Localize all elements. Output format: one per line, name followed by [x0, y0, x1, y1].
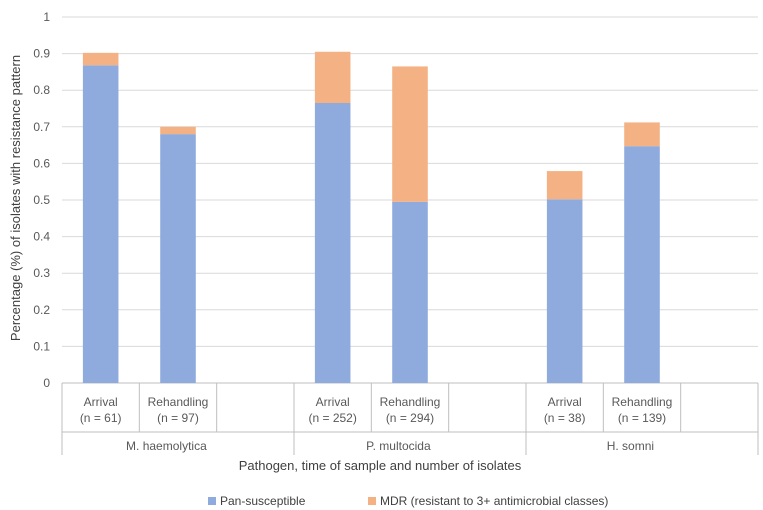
legend-label: MDR (resistant to 3+ antimicrobial class… [380, 494, 608, 508]
bar-pan-susceptible [546, 199, 583, 383]
bar-mdr [546, 171, 583, 200]
y-tick-label: 0.9 [33, 47, 50, 61]
y-tick-label: 0.8 [33, 83, 50, 97]
x-axis: Arrival (n = 61) Rehandling (n = 97) M. haem… [61, 383, 759, 455]
y-axis-title: Percentage (%) of isolates with resistan… [8, 55, 23, 341]
x-group-label: H. somni [607, 439, 654, 453]
bar-mdr [314, 51, 351, 104]
x-category-count: (n = 252) [308, 411, 356, 425]
legend-swatch [208, 497, 216, 505]
bar-pan-susceptible [82, 65, 119, 383]
x-category-label: Rehandling [380, 395, 441, 409]
bar-pan-susceptible [392, 201, 428, 383]
x-group-label: M. haemolytica [126, 439, 207, 453]
x-category-label: Rehandling [612, 395, 673, 409]
y-tick-label: 0.4 [33, 230, 50, 244]
x-category-count: (n = 97) [157, 411, 199, 425]
x-category-label: Rehandling [148, 395, 209, 409]
y-tick-label: 0.3 [33, 266, 50, 280]
y-tick-labels: 0 0.1 0.2 0.3 0.4 0.5 0.6 0.7 0.8 0.9 1 [33, 10, 50, 390]
x-group-label: P. multocida [366, 439, 431, 453]
x-category-count: (n = 139) [618, 411, 666, 425]
x-category-label: Arrival [316, 395, 350, 409]
bar-mdr [160, 126, 196, 135]
y-tick-label: 0 [43, 376, 50, 390]
bar-pan-susceptible [624, 146, 660, 383]
x-category-label: Arrival [548, 395, 582, 409]
y-tick-label: 0.5 [33, 193, 50, 207]
x-category-count: (n = 61) [80, 411, 122, 425]
y-tick-label: 0.1 [33, 339, 50, 353]
x-category-count: (n = 38) [544, 411, 586, 425]
y-tick-label: 0.2 [33, 303, 50, 317]
y-tick-label: 0.6 [33, 156, 50, 170]
bar-mdr [82, 52, 119, 66]
legend: Pan-susceptible MDR (resistant to 3+ anti… [208, 494, 608, 508]
bar-mdr [392, 66, 428, 202]
bar-pan-susceptible [314, 103, 351, 383]
legend-swatch [368, 497, 376, 505]
bars [82, 51, 660, 383]
x-category-label: Arrival [84, 395, 118, 409]
bar-mdr [624, 122, 660, 147]
bar-pan-susceptible [160, 134, 196, 383]
legend-label: Pan-susceptible [220, 494, 306, 508]
y-tick-label: 1 [43, 10, 50, 24]
y-tick-label: 0.7 [33, 120, 50, 134]
x-category-count: (n = 294) [386, 411, 434, 425]
x-axis-title: Pathogen, time of sample and number of i… [239, 458, 522, 473]
